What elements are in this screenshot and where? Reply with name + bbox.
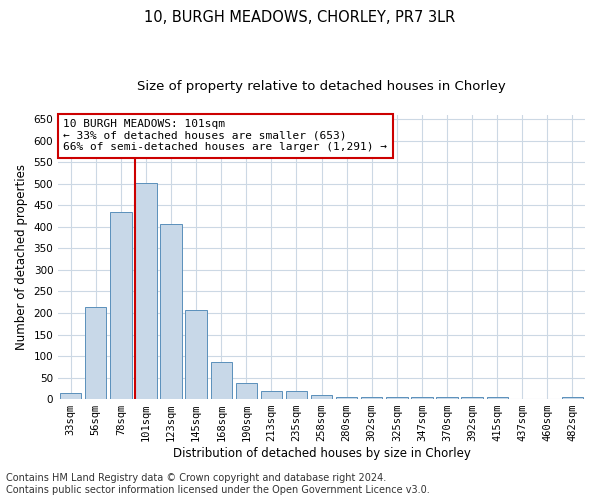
Bar [361, 397, 382, 399]
Bar [461, 397, 483, 399]
X-axis label: Distribution of detached houses by size in Chorley: Distribution of detached houses by size … [173, 447, 470, 460]
Text: Contains HM Land Registry data © Crown copyright and database right 2024.
Contai: Contains HM Land Registry data © Crown c… [6, 474, 430, 495]
Bar [261, 392, 282, 399]
Text: 10 BURGH MEADOWS: 101sqm
← 33% of detached houses are smaller (653)
66% of semi-: 10 BURGH MEADOWS: 101sqm ← 33% of detach… [64, 120, 388, 152]
Bar [436, 397, 458, 399]
Bar [110, 212, 131, 399]
Bar [136, 183, 157, 399]
Text: 10, BURGH MEADOWS, CHORLEY, PR7 3LR: 10, BURGH MEADOWS, CHORLEY, PR7 3LR [145, 10, 455, 25]
Bar [60, 392, 82, 399]
Title: Size of property relative to detached houses in Chorley: Size of property relative to detached ho… [137, 80, 506, 93]
Bar [386, 397, 407, 399]
Bar [85, 308, 106, 399]
Y-axis label: Number of detached properties: Number of detached properties [15, 164, 28, 350]
Bar [336, 397, 358, 399]
Bar [562, 397, 583, 399]
Bar [160, 224, 182, 399]
Bar [411, 397, 433, 399]
Bar [286, 392, 307, 399]
Bar [311, 395, 332, 399]
Bar [185, 310, 207, 399]
Bar [487, 397, 508, 399]
Bar [211, 362, 232, 399]
Bar [236, 382, 257, 399]
